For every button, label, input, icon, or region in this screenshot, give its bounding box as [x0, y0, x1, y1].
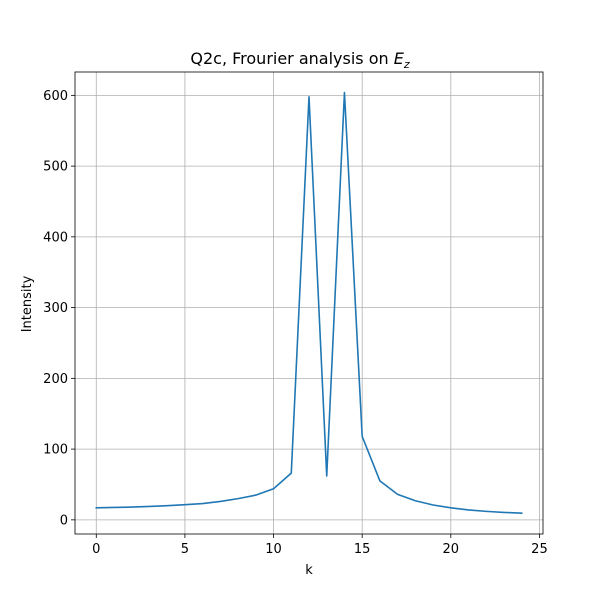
- y-tick-label: 500: [43, 160, 68, 175]
- chart-title-text: Q2c, Frourier analysis on: [190, 49, 393, 68]
- y-tick-label: 300: [43, 301, 68, 316]
- y-tick-label: 0: [60, 513, 68, 528]
- chart-title-math-sub: z: [403, 58, 410, 71]
- y-tick-label: 600: [43, 89, 68, 104]
- grid: [75, 72, 543, 534]
- x-tick-label: 10: [265, 542, 282, 557]
- series-layer: [95, 91, 523, 514]
- chart-title: Q2c, Frourier analysis on Ez: [190, 49, 409, 71]
- intensity-series-line: [95, 91, 523, 514]
- x-axis: 0 5 10 15 20 25: [92, 534, 548, 557]
- chart-title-math-base: E: [394, 49, 405, 68]
- x-tick-label: 0: [92, 542, 100, 557]
- y-axis: 0 100 200 300 400 500 600: [43, 89, 75, 528]
- x-tick-label: 5: [181, 542, 189, 557]
- y-tick-label: 400: [43, 230, 68, 245]
- y-tick-label: 100: [43, 443, 68, 458]
- x-tick-label: 25: [531, 542, 548, 557]
- plot-frame: [74, 71, 544, 535]
- y-tick-label: 200: [43, 372, 68, 387]
- x-axis-label: k: [305, 563, 313, 578]
- x-tick-label: 15: [354, 542, 371, 557]
- y-axis-label: Intensity: [20, 275, 35, 332]
- x-tick-label: 20: [443, 542, 460, 557]
